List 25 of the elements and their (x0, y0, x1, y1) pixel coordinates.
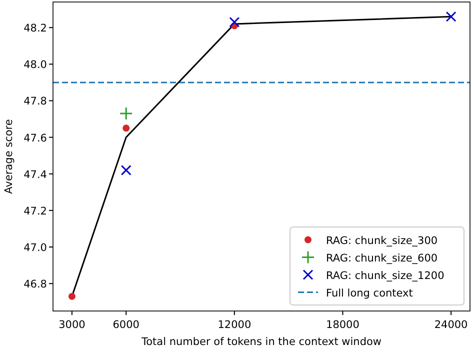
point (68, 292, 76, 300)
y-tick-label: 48.2 (24, 22, 47, 35)
legend-label: RAG: chunk_size_600 (326, 252, 438, 264)
y-tick-label: 48.0 (24, 59, 47, 72)
legend-label: Full long context (326, 287, 413, 300)
point (446, 11, 456, 22)
x-tick-label: 12000 (218, 319, 252, 331)
point (229, 16, 240, 28)
y-axis-title: Average score (3, 119, 15, 194)
point (119, 106, 133, 120)
y-tick-label: 47.2 (24, 205, 47, 218)
x-tick-label: 24000 (434, 319, 468, 331)
legend-label: RAG: chunk_size_300 (326, 234, 438, 247)
x-tick-label: 3000 (58, 319, 86, 331)
y-tick-label: 47.4 (24, 168, 48, 181)
point (120, 164, 132, 176)
x-tick-label: 6000 (112, 319, 140, 331)
legend-label: RAG: chunk_size_1200 (326, 270, 444, 282)
y-tick-label: 47.0 (24, 242, 47, 254)
point (122, 124, 130, 132)
x-axis-title: Total number of tokens in the context window (140, 336, 382, 348)
y-tick-label: 47.6 (24, 132, 48, 144)
y-tick-label: 47.8 (24, 96, 47, 108)
y-tick-label: 46.8 (24, 278, 47, 291)
x-tick-label: 18000 (326, 319, 360, 331)
